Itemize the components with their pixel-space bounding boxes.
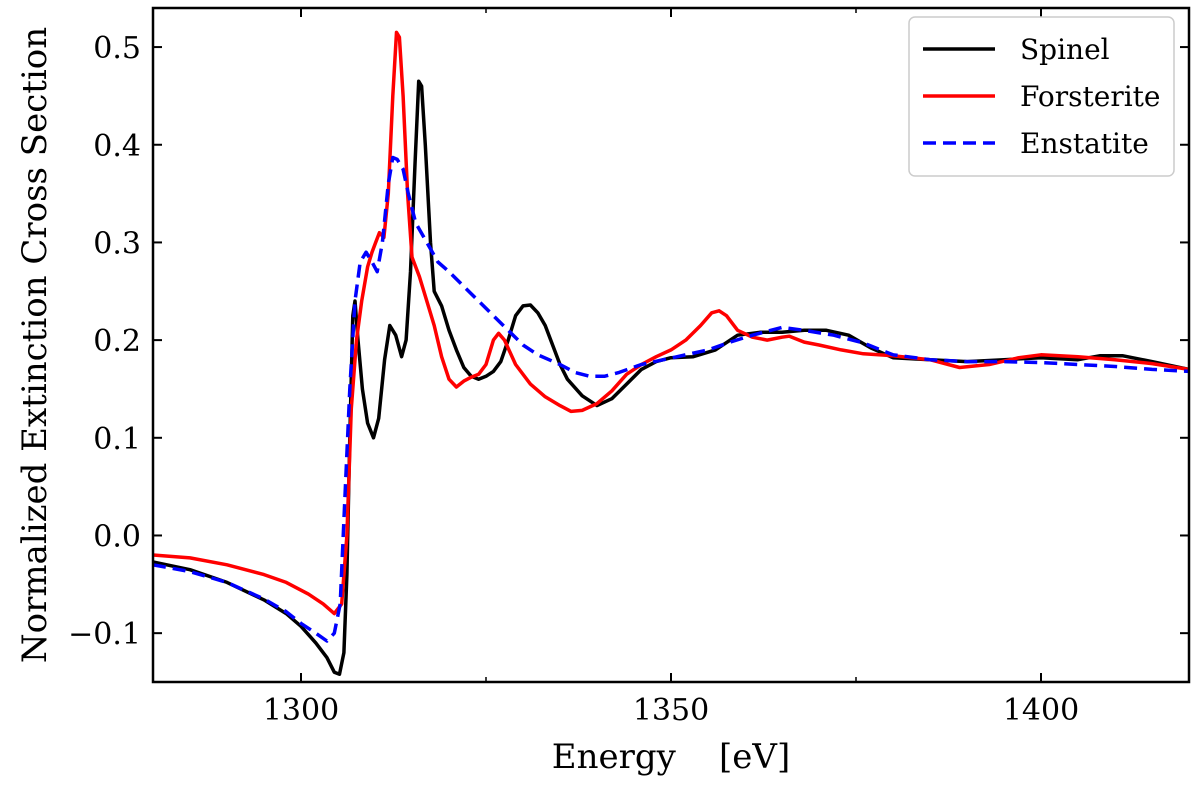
y-tick-label: 0.2 <box>93 324 141 359</box>
legend-label-spinel: Spinel <box>1020 33 1110 66</box>
y-tick-label: 0.4 <box>93 129 141 164</box>
y-axis-label: Normalized Extinction Cross Section <box>15 27 55 663</box>
legend-label-forsterite: Forsterite <box>1020 80 1161 113</box>
legend-box <box>908 16 1175 177</box>
series-line-enstatite <box>153 155 1189 643</box>
x-tick-label: 1350 <box>633 693 709 728</box>
x-tick-label: 1400 <box>1003 693 1079 728</box>
y-tick-label: −0.1 <box>68 617 141 652</box>
x-axis-label: Energy [eV] <box>552 737 791 777</box>
x-tick-label: 1300 <box>263 693 339 728</box>
legend: Spinel Forsterite Enstatite <box>908 16 1175 177</box>
series-layer <box>153 30 1189 676</box>
legend-label-enstatite: Enstatite <box>1020 127 1149 160</box>
y-tick-label: 0.3 <box>93 226 141 261</box>
y-tick-label: 0.0 <box>93 519 141 554</box>
tick-layer: 1300 1350 1400 −0.1 0.0 0.1 0.2 0.3 0.4 0.5 <box>68 8 1189 728</box>
series-line-forsterite <box>153 30 1189 616</box>
plot-frame <box>151 6 1191 684</box>
y-tick-label: 0.5 <box>93 31 141 66</box>
y-tick-label: 0.1 <box>93 422 141 457</box>
